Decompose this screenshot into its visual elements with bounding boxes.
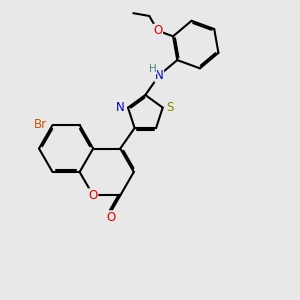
Text: Br: Br <box>34 118 47 131</box>
Text: H: H <box>149 64 157 74</box>
Text: S: S <box>166 101 174 114</box>
Text: N: N <box>116 100 125 113</box>
Text: O: O <box>153 24 163 37</box>
Text: O: O <box>106 211 115 224</box>
Text: O: O <box>88 189 98 202</box>
Text: N: N <box>155 69 164 82</box>
